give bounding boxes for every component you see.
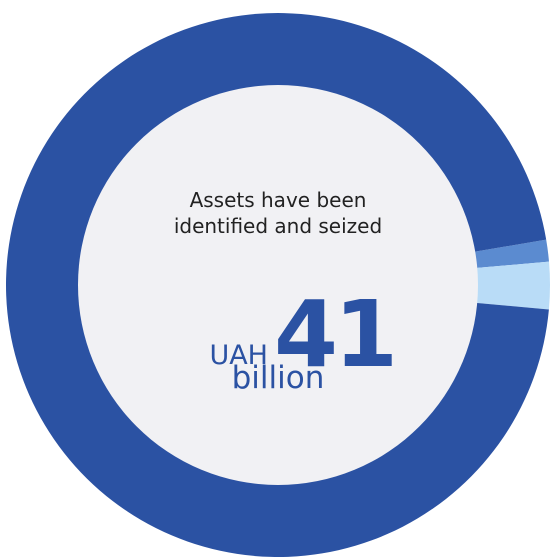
inner-disk xyxy=(78,85,478,485)
total: 41 xyxy=(274,281,394,388)
currency: UAH xyxy=(209,340,268,371)
center-line: Assets have been xyxy=(190,188,367,212)
unit: billion xyxy=(232,360,325,396)
center-line: identified and seized xyxy=(174,214,382,238)
